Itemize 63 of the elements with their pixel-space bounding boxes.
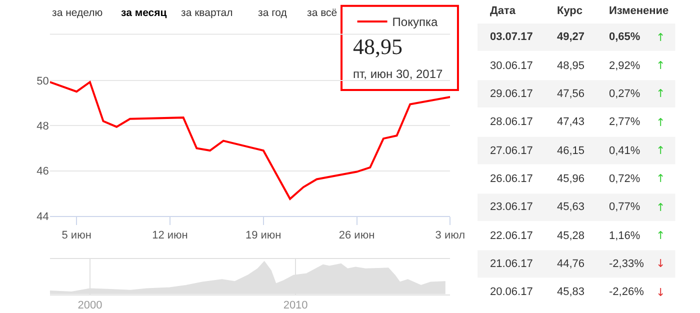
text: ↑	[656, 116, 666, 129]
data-label: 47,43	[557, 116, 585, 128]
category-label: 28.06.17	[490, 116, 533, 128]
text: за месяц	[121, 7, 168, 19]
text: ↓	[656, 286, 666, 299]
data-label: 0,72%	[609, 173, 640, 185]
series-label: Курс	[557, 5, 583, 17]
x-tick-label: 3 июл	[435, 229, 466, 242]
category-label: 22.06.17	[490, 230, 533, 242]
text: Дата	[490, 5, 516, 17]
data-label: 49,27	[557, 31, 585, 43]
data-label: 45,28	[557, 230, 585, 242]
annotation: 48,95	[353, 34, 402, 59]
data-label: 47,56	[557, 88, 585, 100]
text: Изменение	[609, 5, 669, 17]
text: ↑	[656, 59, 666, 72]
line-series	[50, 81, 450, 200]
data-label: 0,65%	[609, 31, 640, 43]
x-tick-label: 12 июн	[152, 229, 188, 242]
data-label: 2,92%	[609, 60, 640, 72]
data-label: -2,26%	[609, 286, 644, 298]
annotation: пт, июн 30, 2017	[353, 67, 444, 81]
category-label: 03.07.17	[490, 31, 533, 43]
category-label: 21.06.17	[490, 258, 533, 270]
y-tick-label: 46	[36, 166, 49, 178]
text: ↑	[656, 172, 666, 185]
category-label: 26.06.17	[490, 173, 533, 185]
data-label: 44,76	[557, 258, 585, 270]
category-label: 29.06.17	[490, 88, 533, 100]
data-label: 45,96	[557, 173, 585, 185]
x-tick-label: 2010	[283, 299, 308, 312]
text: за неделю	[52, 7, 103, 19]
y-tick-label: 44	[36, 210, 49, 223]
data-label: 0,27%	[609, 88, 640, 100]
data-label: 48,95	[557, 60, 585, 72]
category-label: 30.06.17	[490, 60, 533, 72]
data-label: 0,77%	[609, 201, 640, 213]
category-label: 27.06.17	[490, 145, 533, 157]
data-label: 2,77%	[609, 116, 640, 128]
text: ↑	[656, 31, 666, 44]
data-label: 45,83	[557, 286, 585, 298]
text: ↑	[656, 87, 666, 100]
legend-label: Покупка	[392, 15, 438, 30]
text: за квартал	[181, 7, 233, 19]
x-tick-label: 19 июн	[245, 229, 282, 242]
category-label: 20.06.17	[490, 286, 533, 298]
data-label: 45,63	[557, 201, 585, 213]
y-tick-label: 50	[36, 75, 49, 88]
data-label: 1,16%	[609, 230, 640, 242]
text: за всё	[307, 7, 338, 19]
text: ↑	[656, 201, 666, 214]
text: ↓	[656, 257, 666, 270]
data-label: 46,15	[557, 145, 585, 157]
y-tick-label: 48	[36, 120, 49, 133]
data-label: -2,33%	[609, 258, 644, 270]
text: ↑	[656, 229, 666, 242]
category-label: 23.06.17	[490, 201, 533, 213]
x-tick-label: 5 июн	[62, 229, 92, 242]
x-tick-label: 26 июн	[338, 229, 375, 242]
data-label: 0,41%	[609, 145, 640, 157]
text: за год	[258, 7, 287, 19]
text: ↑	[656, 144, 666, 157]
x-tick-label: 2000	[78, 299, 102, 312]
